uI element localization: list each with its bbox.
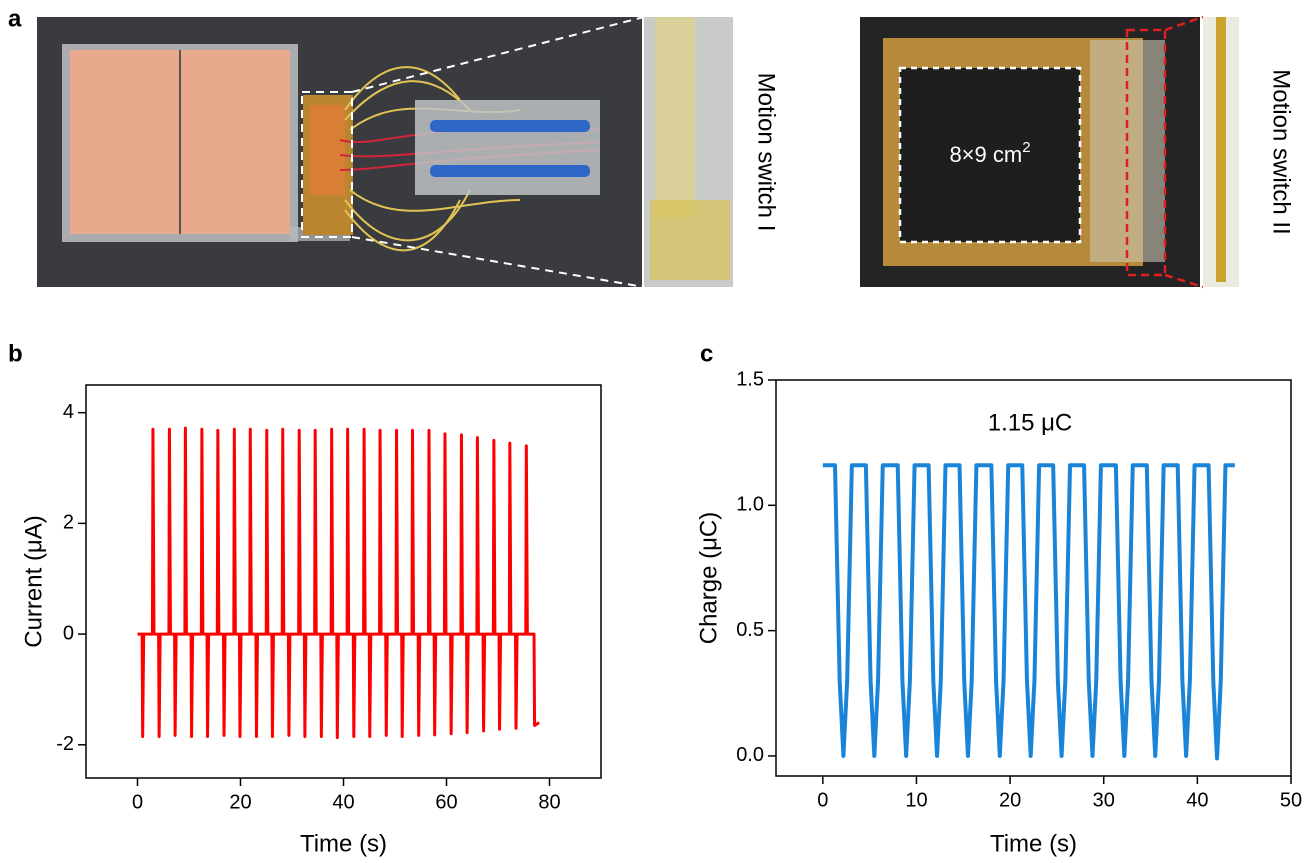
area-text: 8×9 cm xyxy=(949,142,1022,167)
area-sup: 2 xyxy=(1022,139,1030,156)
x-tick-label: 20 xyxy=(999,789,1021,811)
x-tick-label: 30 xyxy=(1093,789,1115,811)
x-axis-title: Time (s) xyxy=(300,830,387,857)
caption: Motion switch II xyxy=(1268,69,1295,234)
y-tick-label: 0.0 xyxy=(736,744,764,766)
x-axis-title: Time (s) xyxy=(990,830,1077,857)
x-tick-label: 0 xyxy=(817,789,828,811)
plot-frame xyxy=(775,379,1292,777)
y-tick-label: 2 xyxy=(63,512,74,534)
area-label: 8×9 cm2 xyxy=(949,139,1030,167)
y-tick-label: 4 xyxy=(63,401,74,423)
y-axis-title: Current (μA) xyxy=(20,515,47,648)
panel-label: a xyxy=(8,5,22,32)
y-tick-label: 1.0 xyxy=(736,494,764,516)
data-line xyxy=(822,463,1235,761)
annotation: 1.15 μC xyxy=(988,409,1073,436)
caption: Motion switch I xyxy=(753,73,780,232)
x-tick-label: 80 xyxy=(538,791,560,813)
x-tick-label: 10 xyxy=(905,789,927,811)
y-tick-label: -2 xyxy=(56,733,74,755)
y-tick-label: 0.5 xyxy=(736,619,764,641)
plot-frame xyxy=(85,384,602,779)
data-line xyxy=(137,426,540,740)
y-tick-label: 0 xyxy=(63,622,74,644)
x-tick-label: 20 xyxy=(229,791,251,813)
x-tick-label: 40 xyxy=(332,791,354,813)
x-tick-label: 0 xyxy=(132,791,143,813)
y-tick-label: 1.5 xyxy=(736,368,764,390)
x-tick-label: 40 xyxy=(1186,789,1208,811)
photo-right xyxy=(860,15,1239,289)
panel-label: c xyxy=(700,340,713,367)
x-tick-label: 60 xyxy=(435,791,457,813)
y-axis-title: Charge (μC) xyxy=(695,512,722,645)
panel-label: b xyxy=(8,340,23,367)
x-tick-label: 50 xyxy=(1280,789,1302,811)
photo-left xyxy=(37,16,733,288)
